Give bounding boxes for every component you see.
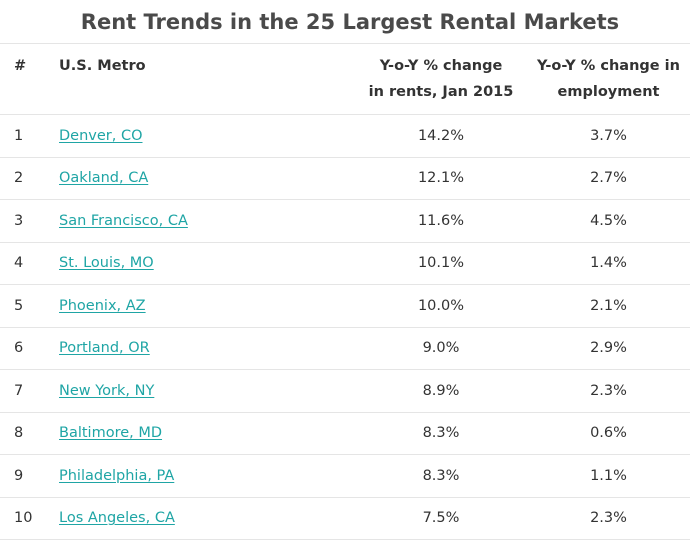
column-header-rent-change: Y-o-Y % change in rents, Jan 2015 [355, 43, 527, 115]
column-header-employment-change-line-1: Y-o-Y % change in [537, 58, 680, 74]
column-header-rent-change-line-2: in rents, Jan 2015 [368, 84, 514, 100]
table-row: 2 Oakland, CA 12.1% 2.7% [0, 157, 690, 200]
rank-cell: 1 [0, 114, 59, 158]
column-header-employment-change: Y-o-Y % change in employment [527, 43, 690, 115]
rent-change-cell: 8.3% [355, 412, 527, 455]
metro-cell: Portland, OR [59, 327, 355, 370]
rank-cell: 6 [0, 327, 59, 370]
employment-change-cell: 4.5% [527, 199, 690, 243]
metro-link[interactable]: Portland, OR [59, 340, 150, 357]
column-header-rent-change-line-1: Y-o-Y % change [379, 58, 503, 74]
metro-link[interactable]: Baltimore, MD [59, 425, 163, 442]
column-header-rank: # [0, 43, 59, 115]
metro-link[interactable]: St. Louis, MO [59, 255, 154, 272]
column-header-employment-change-line-2: employment [557, 84, 660, 100]
rank-cell: 10 [0, 497, 59, 540]
table-row: 8 Baltimore, MD 8.3% 0.6% [0, 412, 690, 455]
rent-change-cell: 14.2% [355, 114, 527, 158]
rank-cell: 9 [0, 454, 59, 498]
employment-change-cell: 1.4% [527, 242, 690, 285]
metro-link[interactable]: Denver, CO [59, 127, 143, 144]
rank-cell: 7 [0, 369, 59, 413]
metro-cell: New York, NY [59, 369, 355, 413]
table-row: 10 Los Angeles, CA 7.5% 2.3% [0, 497, 690, 540]
table-row: 6 Portland, OR 9.0% 2.9% [0, 327, 690, 370]
rank-cell: 8 [0, 412, 59, 455]
rent-change-cell: 12.1% [355, 157, 527, 200]
rank-cell: 2 [0, 157, 59, 200]
rent-change-cell: 8.3% [355, 454, 527, 498]
employment-change-cell: 2.7% [527, 157, 690, 200]
metro-link[interactable]: New York, NY [59, 382, 155, 399]
metro-link[interactable]: Phoenix, AZ [59, 297, 146, 314]
employment-change-cell: 2.9% [527, 327, 690, 370]
metro-cell: Philadelphia, PA [59, 454, 355, 498]
column-header-metro: U.S. Metro [59, 43, 355, 115]
rent-change-cell: 10.1% [355, 242, 527, 285]
metro-cell: St. Louis, MO [59, 242, 355, 285]
rent-change-cell: 9.0% [355, 327, 527, 370]
metro-cell: Phoenix, AZ [59, 284, 355, 328]
table-row: 4 St. Louis, MO 10.1% 1.4% [0, 242, 690, 285]
table-header-row: # U.S. Metro Y-o-Y % change in rents, Ja… [0, 43, 690, 115]
employment-change-cell: 2.1% [527, 284, 690, 328]
metro-link[interactable]: Los Angeles, CA [59, 510, 175, 527]
metro-link[interactable]: Philadelphia, PA [59, 467, 175, 484]
rent-change-cell: 7.5% [355, 497, 527, 540]
table-row: 3 San Francisco, CA 11.6% 4.5% [0, 199, 690, 243]
table-title: Rent Trends in the 25 Largest Rental Mar… [80, 10, 620, 34]
metro-link[interactable]: Oakland, CA [59, 170, 149, 187]
employment-change-cell: 1.1% [527, 454, 690, 498]
employment-change-cell: 2.3% [527, 497, 690, 540]
rank-cell: 4 [0, 242, 59, 285]
metro-cell: Baltimore, MD [59, 412, 355, 455]
rent-change-cell: 10.0% [355, 284, 527, 328]
metro-cell: San Francisco, CA [59, 199, 355, 243]
table-row: 1 Denver, CO 14.2% 3.7% [0, 114, 690, 158]
metro-cell: Los Angeles, CA [59, 497, 355, 540]
table-row: 7 New York, NY 8.9% 2.3% [0, 369, 690, 413]
rank-cell: 5 [0, 284, 59, 328]
metro-cell: Oakland, CA [59, 157, 355, 200]
metro-cell: Denver, CO [59, 114, 355, 158]
rent-trends-table: # U.S. Metro Y-o-Y % change in rents, Ja… [0, 43, 690, 540]
rank-cell: 3 [0, 199, 59, 243]
table-row: 9 Philadelphia, PA 8.3% 1.1% [0, 454, 690, 498]
table-row: 5 Phoenix, AZ 10.0% 2.1% [0, 284, 690, 328]
employment-change-cell: 2.3% [527, 369, 690, 413]
table-body: 1 Denver, CO 14.2% 3.7% 2 Oakland, CA 12.1% 2.7… [0, 114, 690, 540]
metro-link[interactable]: San Francisco, CA [59, 212, 188, 229]
rent-change-cell: 8.9% [355, 369, 527, 413]
rent-change-cell: 11.6% [355, 199, 527, 243]
employment-change-cell: 3.7% [527, 114, 690, 158]
employment-change-cell: 0.6% [527, 412, 690, 455]
